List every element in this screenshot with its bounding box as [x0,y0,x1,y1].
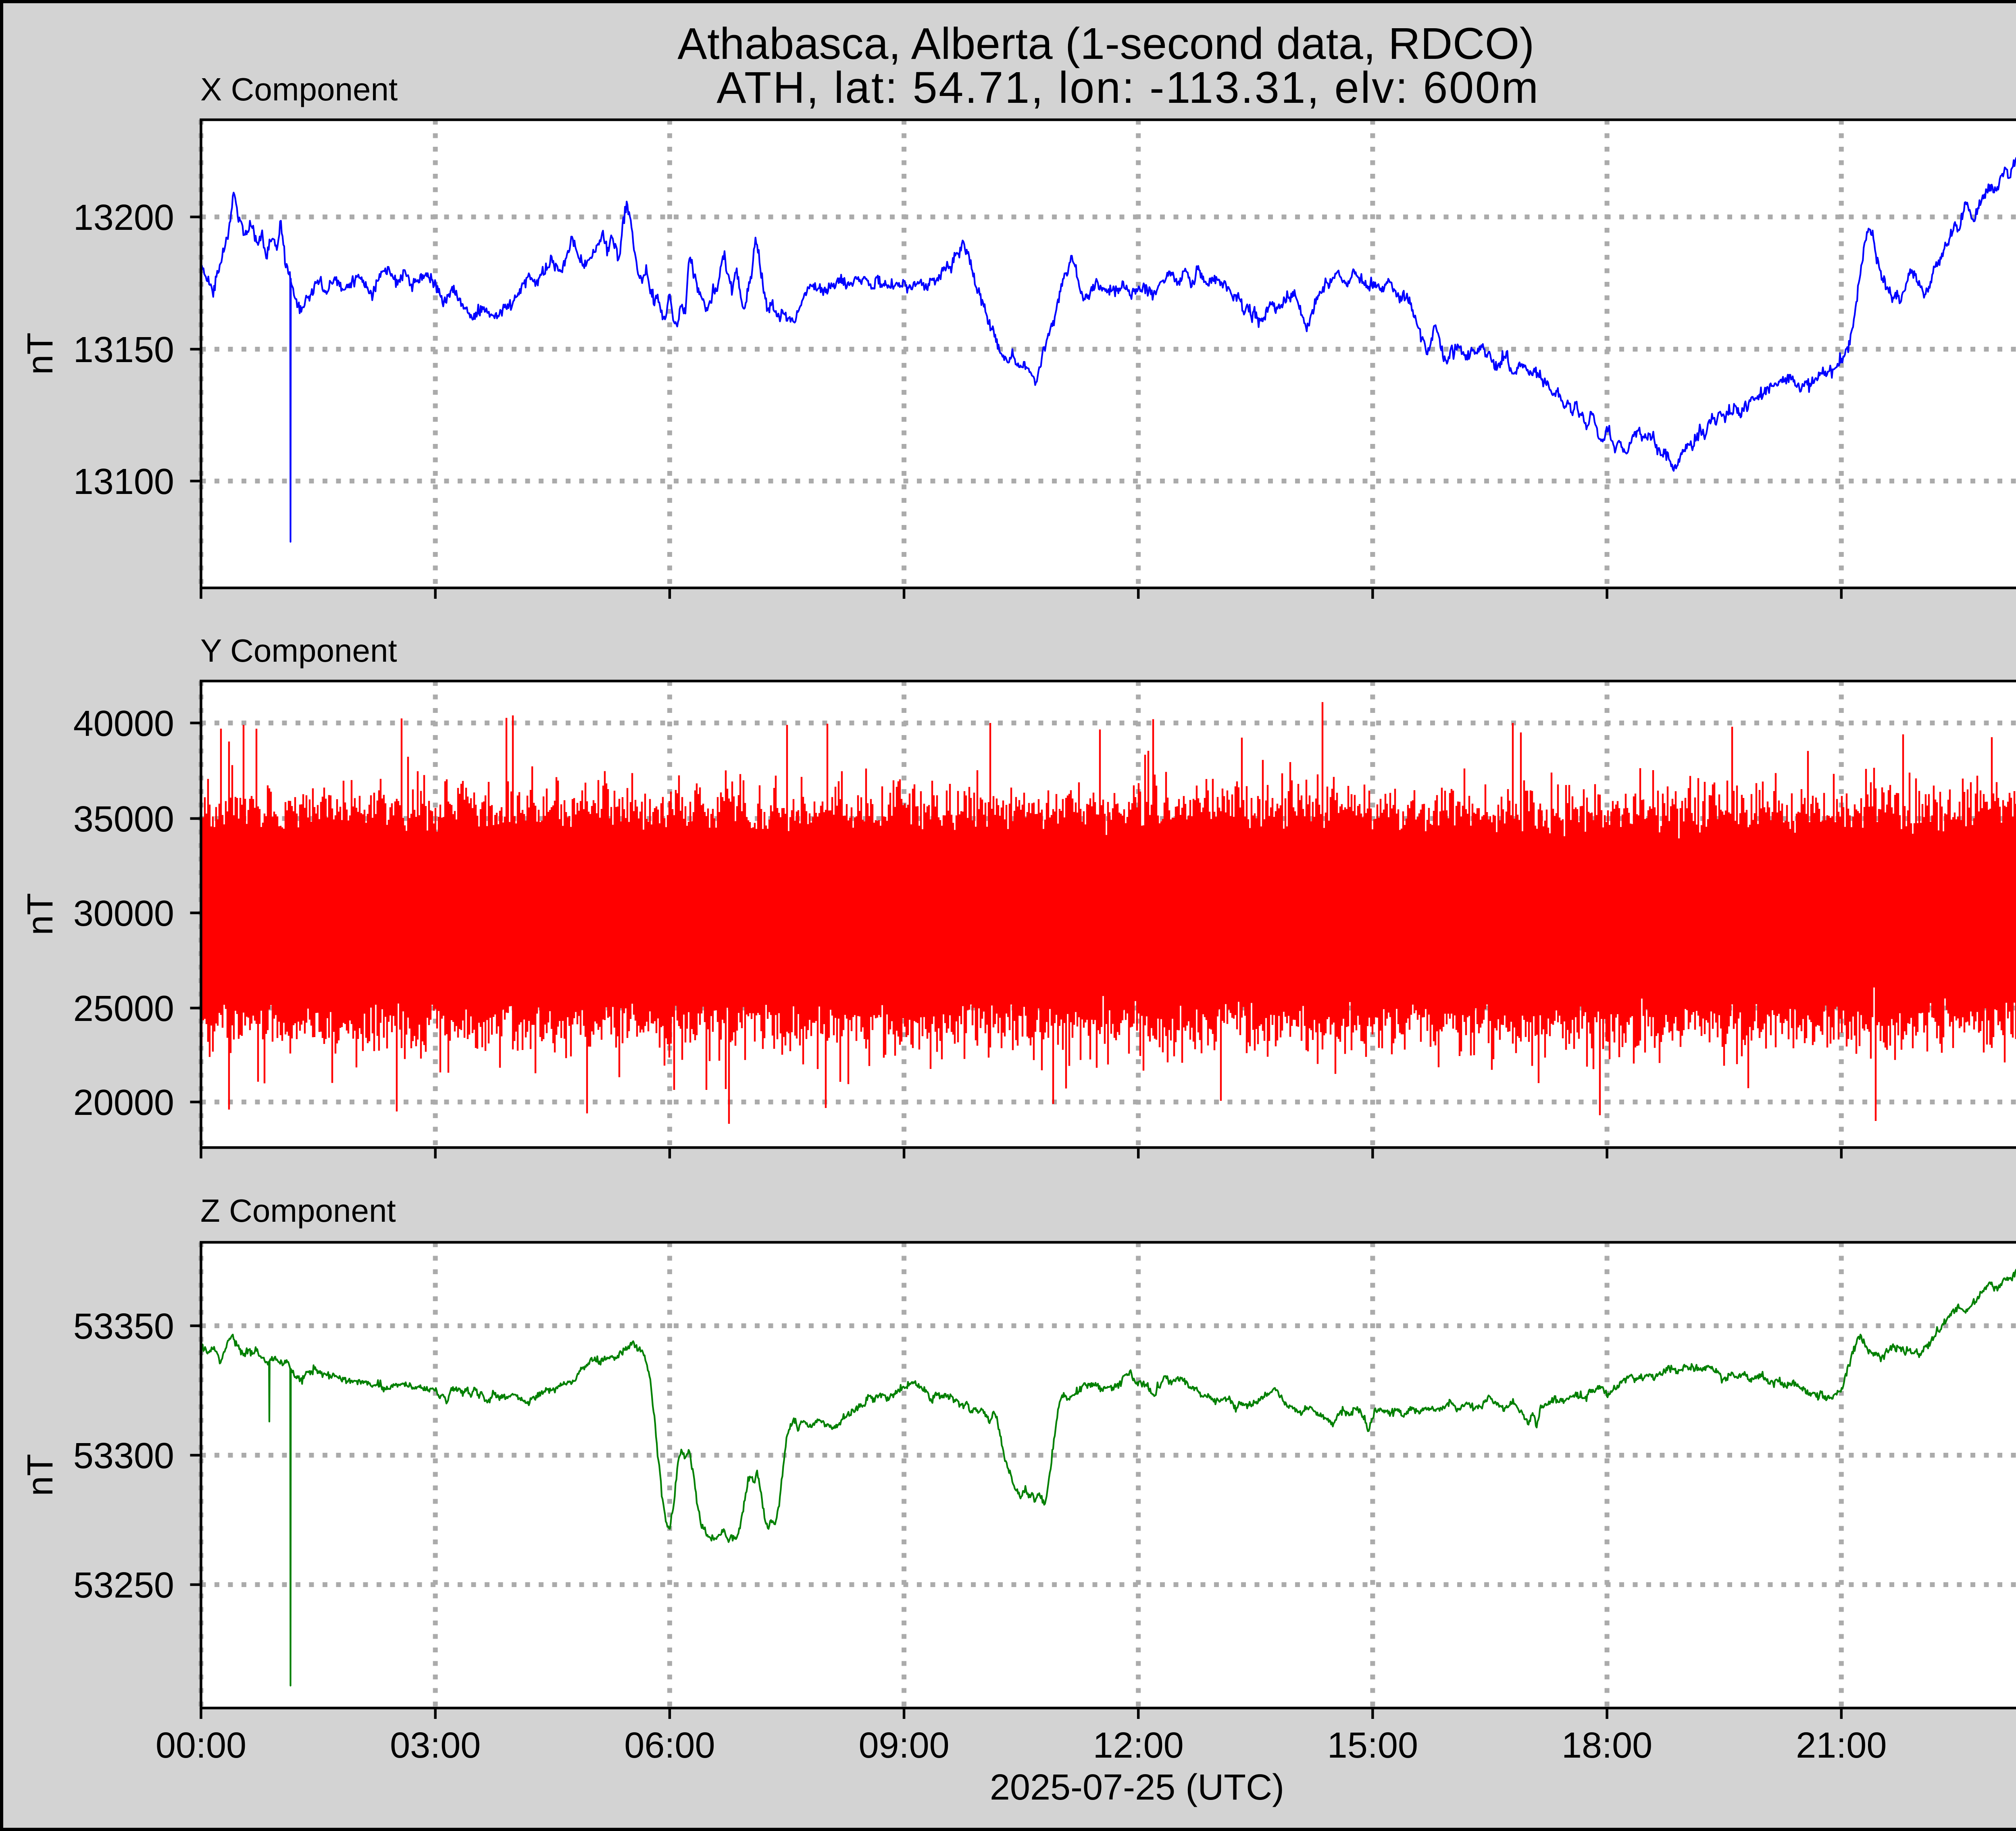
svg-text:12:00: 12:00 [1093,1725,1184,1766]
svg-text:13150: 13150 [73,330,174,370]
svg-text:09:00: 09:00 [858,1725,949,1766]
svg-text:X Component: X Component [200,71,398,107]
svg-text:Z Component: Z Component [200,1193,396,1229]
svg-text:nT: nT [20,332,60,375]
svg-text:53250: 53250 [73,1565,174,1606]
svg-text:25000: 25000 [73,989,174,1029]
svg-text:2025-07-25 (UTC): 2025-07-25 (UTC) [990,1767,1284,1808]
svg-text:ATH, lat: 54.71, lon: -113.31,: ATH, lat: 54.71, lon: -113.31, elv: 600m [716,63,1540,112]
svg-text:20000: 20000 [73,1083,174,1123]
svg-text:nT: nT [20,893,60,935]
svg-text:13100: 13100 [73,462,174,502]
svg-text:53300: 53300 [73,1436,174,1476]
svg-text:03:00: 03:00 [390,1725,481,1766]
svg-text:00:00: 00:00 [156,1725,246,1766]
svg-text:35000: 35000 [73,799,174,839]
svg-text:30000: 30000 [73,894,174,934]
svg-text:Athabasca, Alberta (1-second d: Athabasca, Alberta (1-second data, RDCO) [677,19,1534,69]
svg-text:13200: 13200 [73,198,174,238]
svg-text:53350: 53350 [73,1306,174,1347]
svg-text:Y Component: Y Component [200,633,397,669]
svg-text:18:00: 18:00 [1562,1725,1652,1766]
svg-text:21:00: 21:00 [1796,1725,1887,1766]
svg-text:nT: nT [20,1454,60,1496]
svg-text:06:00: 06:00 [624,1725,715,1766]
svg-text:40000: 40000 [73,704,174,744]
svg-text:15:00: 15:00 [1327,1725,1418,1766]
